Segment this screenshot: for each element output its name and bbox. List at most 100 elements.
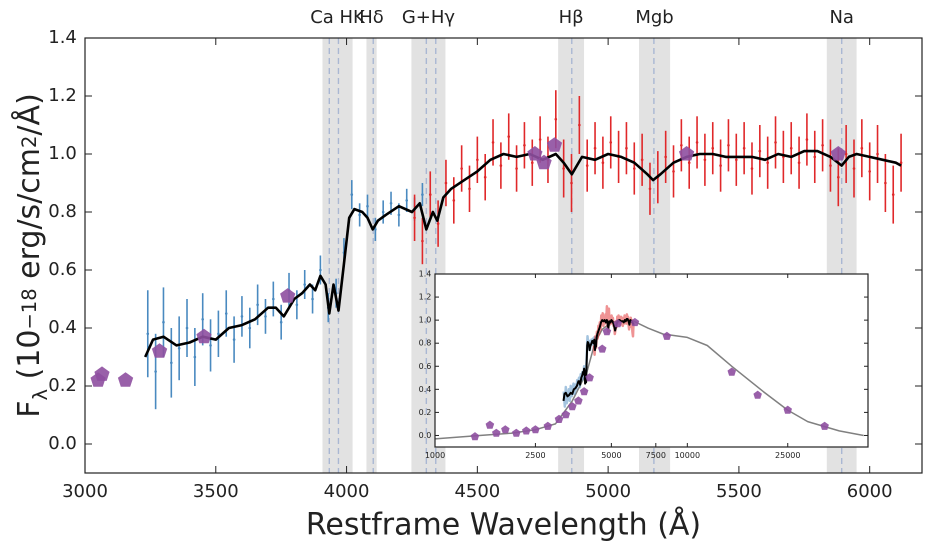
y-tick-label: 0.0 [48,433,77,454]
feature-label: Ca HK [310,7,366,28]
data-point [687,161,691,164]
photometry-point [574,396,583,405]
photometry-point [527,146,543,161]
data-point [742,146,746,150]
data-point [884,181,887,185]
data-point [146,332,150,336]
x-tick-label: 25000 [775,451,800,460]
x-tick-label: 4000 [324,481,370,502]
y-tick-label: 1.2 [48,85,77,106]
y-tick-label: 0.6 [48,259,77,280]
data-point [868,170,871,173]
y-tick-label: 0.0 [419,431,432,440]
data-point [876,152,879,156]
y-axis-label-part: 2 [18,136,41,148]
photometry-point [662,331,672,340]
data-point [530,161,534,164]
x-tick-label: 4500 [454,481,500,502]
feature-label: Na [829,7,854,28]
data-point [727,144,730,147]
photometry-point [602,327,612,336]
data-point [632,167,636,170]
y-tick-label: 0.4 [419,385,432,394]
y-axis-label-part: F [12,401,47,418]
photometry-point [492,428,501,437]
data-point [193,355,197,359]
y-tick-label: 1.4 [48,27,77,48]
y-tick-label: 0.2 [48,375,77,396]
data-point [421,193,424,196]
data-point [538,138,542,141]
y-axis-label-part: (10 [12,330,47,389]
photometry-point [94,366,110,381]
feature-label: Hβ [559,7,584,28]
data-point [319,268,322,272]
data-point [813,155,817,159]
data-point [844,152,848,156]
photometry-point [196,328,212,344]
photometry-point [470,432,480,441]
data-point [217,332,220,336]
photometry-point [561,410,571,419]
x-tick-label: 10000 [675,451,700,460]
photometry-point [531,425,540,434]
x-tick-label: 6000 [847,481,893,502]
data-point [177,347,181,350]
data-point [366,204,369,208]
photometry-point [117,372,134,387]
data-point [625,146,628,150]
data-point [648,187,652,191]
photometry-point [546,137,563,152]
data-point [209,344,212,347]
x-tick-label: 5500 [716,481,762,502]
data-point [789,146,793,150]
y-tick-label: 1.2 [419,293,432,302]
data-point [499,164,503,167]
data-point [295,303,299,307]
data-point [703,158,707,162]
photometry-point [554,414,564,423]
photometry-point [613,319,622,328]
data-point [515,167,518,170]
data-point [695,141,699,144]
data-point [170,361,173,365]
x-axis-label: Restframe Wavelength (Å) [306,507,701,543]
data-point [805,138,809,141]
photometry-point [536,154,552,170]
data-point [672,170,675,173]
data-point [350,193,354,196]
y-tick-label: 0.8 [48,201,77,222]
x-tick-label: 7500 [646,451,666,460]
x-tick-label: 1000 [425,451,445,460]
spectrum-line [144,149,902,358]
data-point [593,146,597,150]
data-point [240,315,244,318]
x-tick-label: 3000 [62,481,108,502]
photometry-point [727,367,736,376]
data-point [719,164,722,167]
data-point [162,320,165,324]
data-point [436,222,440,225]
data-point [507,135,511,138]
photometry-point [151,343,168,358]
data-point [601,161,605,164]
data-point [201,318,205,321]
plot-frame [434,273,869,448]
plot-frame [84,37,923,474]
data-point [554,117,558,121]
data-point [248,326,252,330]
photometry-point [598,344,607,353]
data-point [734,158,738,162]
data-point [609,141,613,144]
data-point [758,149,762,153]
data-point [640,158,644,162]
x-tick-label: 5000 [585,481,631,502]
y-tick-label: 1.0 [419,316,432,325]
photometry-point [522,426,531,435]
data-point [821,144,824,147]
data-point [852,167,856,170]
data-point [303,283,307,286]
data-point [224,312,228,315]
data-point [272,297,275,301]
